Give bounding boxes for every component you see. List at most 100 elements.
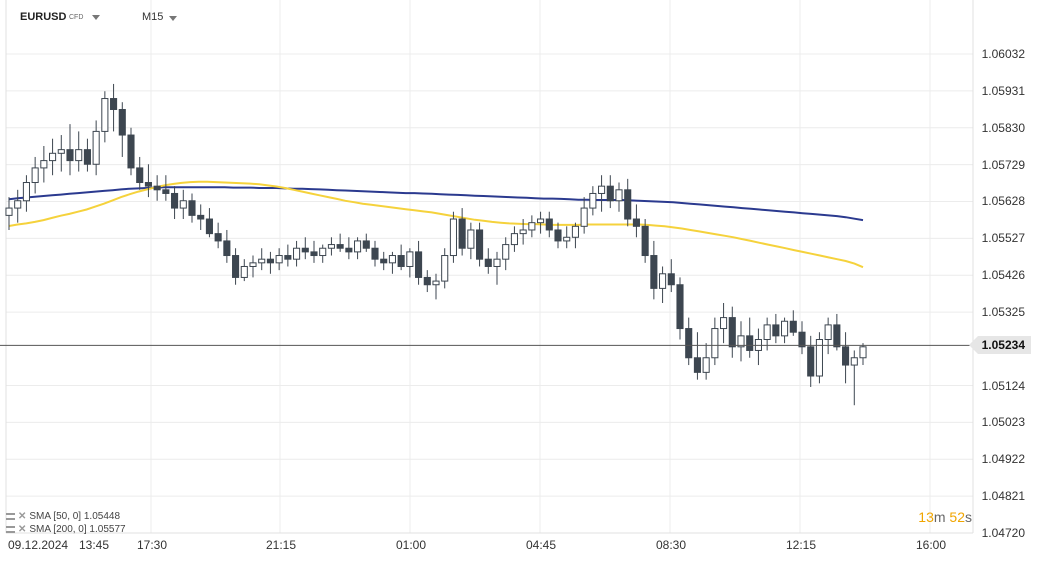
candle-up [502,244,510,260]
candle-up [467,229,475,249]
legend-settings-icon[interactable] [6,526,15,533]
candle-up [519,229,527,235]
candle-down [606,185,614,202]
x-tick-label: 17:30 [137,538,168,552]
candle-down [728,317,736,348]
candle-down [632,218,640,227]
candle-down [789,320,797,333]
sma50-line [8,180,864,269]
candle-up [432,280,440,286]
current-price-tag: 1.05234 [968,336,1031,355]
candle-up [258,258,266,264]
y-tick-label: 1.05830 [981,120,1025,135]
candle-down [676,284,684,330]
candle-up [449,218,457,257]
candle-up [781,320,789,337]
candle-up [388,255,396,264]
y-tick-label: 1.05325 [981,305,1025,320]
candle-down [746,335,754,351]
candle-up [249,262,257,267]
candle-down [667,273,675,286]
remove-icon[interactable]: ✕ [18,511,27,522]
legend-settings-icon[interactable] [6,513,15,520]
candle-up [493,258,501,267]
candle-down [798,331,806,348]
countdown-minutes-unit: m [933,509,946,525]
candle-up [406,251,414,267]
x-tick-label: 04:45 [526,538,557,552]
candle-down [118,108,126,136]
candle-down [266,258,274,264]
candle-down [772,324,780,337]
x-tick-label: 12:15 [786,538,817,552]
x-tick-label: 16:00 [916,538,947,552]
y-tick-label: 1.04720 [981,526,1025,540]
candle-down [380,258,388,264]
candle-down [171,192,179,209]
instrument-type-label: CFD [69,14,84,21]
candle-up [859,346,867,359]
legend-sma50[interactable]: ✕ SMA [50, 0] 1.05448 [6,511,120,522]
candle-up [293,247,301,260]
candle-down [136,167,144,184]
y-tick-label: 1.06032 [981,47,1025,61]
y-tick-label: 1.05124 [981,378,1025,393]
timeframe-dropdown-icon[interactable] [169,16,177,21]
candle-down [83,149,91,165]
candle-up [40,160,48,169]
symbol-label[interactable]: EURUSD [20,11,67,23]
candle-down [685,328,693,359]
legend-sma200[interactable]: ✕ SMA [200, 0] 1.05577 [6,524,126,535]
countdown-seconds: 52 [949,509,965,525]
candle-up [824,324,832,341]
candle-up [327,244,335,249]
candle-down [397,255,405,267]
candle-up [49,152,57,162]
candle-down [415,251,423,278]
candle-up [354,240,362,253]
countdown-minutes: 13 [918,509,934,525]
x-tick-label: 13:45 [79,538,110,552]
y-tick-label: 1.04821 [981,489,1025,504]
candle-up [615,189,623,202]
candle-down [310,251,318,257]
candle-up [240,265,248,278]
candle-up [580,207,588,227]
timeframe-label[interactable]: M15 [142,11,164,23]
candle-up [275,255,283,264]
candle-up [101,98,109,132]
candle-down [284,255,292,260]
candle-down [545,218,553,231]
candle-up [22,182,30,202]
candle-up [31,167,39,184]
y-tick-label: 1.05527 [981,231,1025,246]
candle-down [153,185,161,191]
candle-down [693,357,701,373]
symbol-dropdown-icon[interactable] [92,15,100,20]
candle-up [510,233,518,246]
candle-down [833,324,841,348]
candle-up [589,192,597,209]
candle-down [188,200,196,216]
candle-down [336,244,344,249]
remove-icon[interactable]: ✕ [18,524,27,535]
candle-up [319,247,327,257]
candle-up [5,207,13,216]
candle-down [197,214,205,220]
candle-countdown: 13m 52s [918,509,972,525]
x-tick-label: 21:15 [266,538,297,552]
candle-up [179,200,187,209]
candle-up [850,357,858,366]
candle-down [476,229,484,260]
countdown-seconds-unit: s [965,509,972,525]
candle-up [711,328,719,359]
candle-up [92,130,100,165]
candle-up [441,255,449,282]
candle-down [232,255,240,278]
candle-up [537,218,545,224]
candle-down [66,149,74,162]
candle-down [162,189,170,194]
candle-down [423,276,431,286]
candle-down [458,218,466,249]
